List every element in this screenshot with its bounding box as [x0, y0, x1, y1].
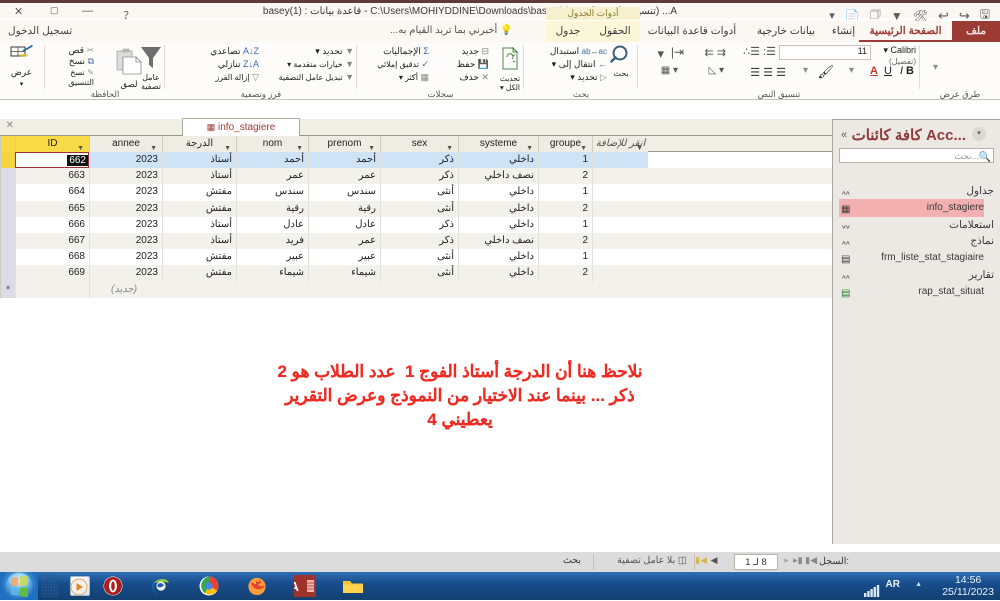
- svg-text:A: A: [294, 579, 300, 594]
